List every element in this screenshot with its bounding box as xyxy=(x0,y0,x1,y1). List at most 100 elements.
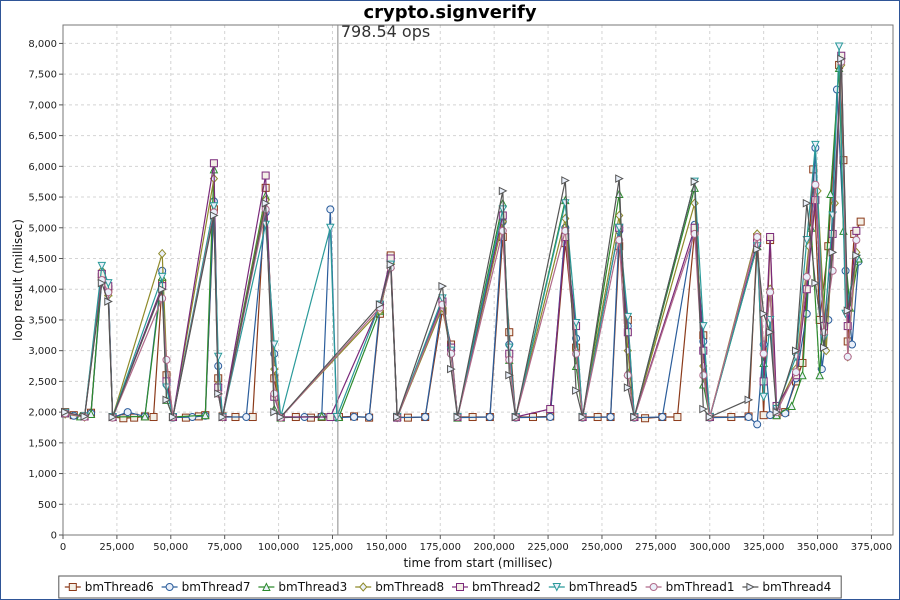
data-point-bmThread5 xyxy=(103,279,113,288)
legend-marker xyxy=(359,582,368,592)
data-point-bmThread1 xyxy=(753,232,762,241)
data-point-bmThread5 xyxy=(698,322,708,331)
legend-label: bmThread4 xyxy=(762,580,831,594)
data-point-bmThread4 xyxy=(561,176,570,185)
data-point-bmThread4 xyxy=(837,54,846,64)
data-point-bmThread5 xyxy=(802,236,812,245)
data-point-bmThread7 xyxy=(744,413,753,422)
data-point-bmThread7 xyxy=(848,340,857,349)
data-point-bmThread1 xyxy=(498,226,507,235)
y-tick-label: 6,000 xyxy=(28,162,57,173)
legend-item-bmThread7: bmThread7 xyxy=(161,580,251,594)
x-tick-label: 50,000 xyxy=(153,542,188,553)
data-point-bmThread7 xyxy=(485,413,494,422)
series-layer xyxy=(60,42,865,429)
data-point-bmThread4 xyxy=(699,404,708,414)
data-point-bmThread3 xyxy=(614,189,624,198)
y-tick-label: 8,000 xyxy=(28,39,57,50)
x-tick-label: 225,000 xyxy=(527,542,568,553)
data-point-bmThread2 xyxy=(261,171,270,180)
data-point-bmThread8 xyxy=(615,210,624,221)
data-point-bmThread7 xyxy=(350,413,359,422)
data-point-bmThread1 xyxy=(447,349,456,358)
data-point-bmThread4 xyxy=(104,297,113,306)
data-point-bmThread2 xyxy=(852,226,861,235)
data-point-bmThread4 xyxy=(375,300,385,309)
data-point-bmThread7 xyxy=(766,411,775,420)
data-point-bmThread4 xyxy=(753,244,762,254)
data-point-bmThread3 xyxy=(798,370,807,380)
x-axis-title: time from start (millisec) xyxy=(403,556,552,570)
axes: 0 500 1,000 1,500 2,000 2,500 3,000 3,500 4,000 4… xyxy=(28,39,892,553)
data-point-bmThread2 xyxy=(699,346,708,355)
x-tick-label: 175,000 xyxy=(420,542,461,553)
data-point-bmThread6 xyxy=(248,413,257,422)
data-point-bmThread4 xyxy=(261,198,271,208)
data-point-bmThread5 xyxy=(759,392,768,402)
y-tick-label: 1,000 xyxy=(28,469,57,480)
data-point-bmThread7 xyxy=(326,205,335,214)
data-point-bmThread4 xyxy=(766,327,775,337)
legend-marker xyxy=(262,582,271,591)
data-point-bmThread1 xyxy=(615,236,624,245)
data-point-bmThread7 xyxy=(606,413,615,422)
x-tick-label: 0 xyxy=(60,542,66,553)
legend-item-bmThread2: bmThread2 xyxy=(452,580,541,594)
legend-marker xyxy=(68,583,77,591)
data-point-bmThread4 xyxy=(802,198,812,208)
annotation-text: 798.54 ops xyxy=(341,22,430,41)
y-tick-label: 4,500 xyxy=(28,254,57,265)
legend-label: bmThread1 xyxy=(666,580,735,594)
data-point-bmThread3 xyxy=(787,401,796,410)
data-point-bmThread5 xyxy=(97,261,107,271)
series-line-bmThread7 xyxy=(64,89,860,426)
data-point-bmThread2 xyxy=(811,196,820,205)
data-point-bmThread4 xyxy=(505,370,514,380)
data-point-bmThread4 xyxy=(772,407,782,417)
data-point-bmThread4 xyxy=(852,251,861,260)
data-point-bmThread5 xyxy=(571,319,581,328)
legend-box xyxy=(58,575,842,599)
data-point-bmThread4 xyxy=(572,386,581,395)
x-tick-label: 100,000 xyxy=(258,542,299,553)
data-point-bmThread5 xyxy=(834,42,844,52)
y-tick-label: 2,500 xyxy=(28,377,57,388)
data-point-bmThread4 xyxy=(108,412,118,422)
data-point-bmThread4 xyxy=(209,211,219,220)
legend-marker xyxy=(165,583,174,591)
data-point-bmThread1 xyxy=(811,180,820,189)
data-point-bmThread1 xyxy=(699,371,708,380)
data-point-bmThread4 xyxy=(759,309,769,319)
data-point-bmThread4 xyxy=(438,281,448,291)
x-tick-label: 250,000 xyxy=(581,542,622,553)
y-tick-label: 0 xyxy=(51,531,57,542)
data-point-bmThread1 xyxy=(759,349,768,358)
data-point-bmThread7 xyxy=(421,413,430,422)
x-tick-label: 275,000 xyxy=(635,542,676,553)
data-point-bmThread7 xyxy=(242,413,251,422)
data-point-bmThread4 xyxy=(270,407,279,417)
x-tick-label: 300,000 xyxy=(689,542,730,553)
legend-label: bmThread3 xyxy=(278,580,347,594)
data-point-bmThread6 xyxy=(673,413,682,422)
legend-item-bmThread4: bmThread4 xyxy=(742,580,831,594)
series-line-bmThread6 xyxy=(64,64,862,419)
x-tick-label: 325,000 xyxy=(743,542,784,553)
data-point-bmThread4 xyxy=(511,412,521,422)
legend-label: bmThread8 xyxy=(375,580,444,594)
data-point-bmThread1 xyxy=(766,288,775,297)
data-point-bmThread7 xyxy=(188,413,197,422)
data-point-bmThread7 xyxy=(658,413,667,422)
data-point-bmThread4 xyxy=(623,383,633,392)
legend-item-bmThread1: bmThread1 xyxy=(645,580,735,594)
x-tick-label: 150,000 xyxy=(366,542,407,553)
data-point-bmThread5 xyxy=(157,272,167,282)
data-point-bmThread4 xyxy=(843,306,853,316)
data-point-bmThread3 xyxy=(826,189,835,198)
y-tick-label: 3,000 xyxy=(28,346,57,357)
data-point-bmThread6 xyxy=(856,217,865,226)
data-point-bmThread4 xyxy=(791,346,801,355)
data-point-bmThread4 xyxy=(168,412,178,422)
data-point-bmThread5 xyxy=(209,202,219,211)
